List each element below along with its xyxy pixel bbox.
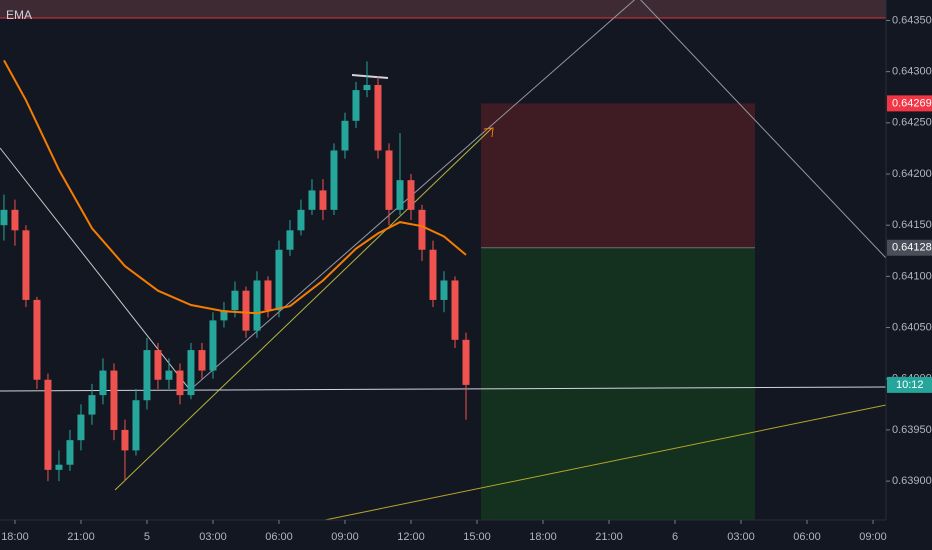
countdown-label: 10:12 [896,379,924,391]
x-tick-label: 18:00 [1,531,29,543]
candle-body [88,395,96,415]
target-zone [481,247,755,520]
y-tick-label: 0.63950 [892,424,932,436]
arrow-head [483,127,494,138]
candle-body [33,299,41,380]
candle-body [99,370,107,396]
stop-zone [481,103,755,248]
candle-body [418,209,426,250]
candle-body [429,249,437,300]
candle-body [77,414,85,441]
x-tick-label: 09:00 [859,531,887,543]
position-tool [481,103,755,520]
x-tick-label: 06:00 [265,531,293,543]
x-tick-label: 15:00 [463,531,491,543]
candle-body [66,440,74,465]
marker-line [351,74,389,79]
price-label-box [887,95,932,112]
candle-body [44,379,52,470]
x-tick-label: 21:00 [595,531,623,543]
candle-body [198,350,206,371]
candle-body [308,190,316,210]
price-label: 0.64128 [892,242,932,254]
candle-body [385,150,393,210]
y-tick-label: 0.64300 [892,66,932,78]
y-tick-label: 0.64100 [892,270,932,282]
candle-body [176,370,184,396]
y-tick-label: 0.64150 [892,219,932,231]
x-tick-label: 06:00 [793,531,821,543]
candle-body [451,280,459,340]
candle-body [275,249,283,311]
candle-body [462,339,470,385]
x-tick-label: 12:00 [397,531,425,543]
candle-body [132,400,140,451]
candle-body [242,290,250,331]
x-tick-label: 09:00 [331,531,359,543]
candle-body [22,230,30,300]
candle-body [440,280,448,300]
y-tick-label: 0.64250 [892,117,932,129]
candle-body [407,180,415,210]
candle-body [121,429,129,451]
candle-body [187,350,195,396]
trend-line [640,0,887,259]
trend-line [189,0,636,391]
candle-body [143,350,151,401]
x-tick-label: 03:00 [727,531,755,543]
y-tick-label: 0.64050 [892,321,932,333]
candle-body [396,180,404,210]
candle-body [264,280,272,311]
x-tick-label: 21:00 [67,531,95,543]
y-tick-label: 0.64350 [892,14,932,26]
x-tick-label: 18:00 [529,531,557,543]
candle-body [231,290,239,311]
price-axis [886,0,932,550]
chart-title: EMA [6,8,32,22]
candle-body [154,350,162,380]
candle-body [220,310,228,321]
candle-body [209,320,217,371]
candle-body [253,280,261,331]
candle-body [110,370,118,430]
zone-band [0,0,886,18]
x-tick-label: 03:00 [199,531,227,543]
candle-body [352,90,360,121]
trend-line [324,404,887,521]
candle-body [341,120,349,151]
candle-body [165,370,173,380]
candle-body [11,209,19,231]
candle-body [363,84,371,91]
x-tick-label: 5 [144,531,150,543]
candle-body [0,209,8,226]
trend-line [114,127,493,491]
price-label: 0.64269 [892,97,932,109]
candle-body [297,209,305,231]
candle-body [55,464,63,470]
countdown-box [887,376,932,393]
candle-body [286,230,294,250]
candle-body [330,150,338,210]
price-label-box [887,239,932,256]
candle-body [319,190,327,210]
time-axis [0,520,886,550]
ema-line [3,59,467,315]
x-tick-label: 6 [672,531,678,543]
y-tick-label: 0.63900 [892,475,932,487]
candle-body [374,84,382,151]
y-tick-label: 0.64200 [892,168,932,180]
